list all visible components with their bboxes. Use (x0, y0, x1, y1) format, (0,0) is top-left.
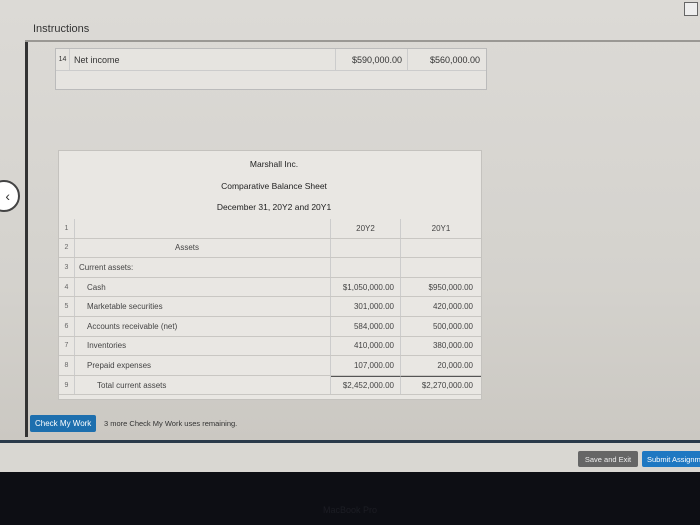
row-number: 2 (59, 238, 75, 258)
net-income-label: Net income (70, 49, 336, 70)
row-number: 14 (56, 49, 70, 70)
laptop-brand-logo: MacBook Pro (322, 505, 378, 515)
check-my-work-button[interactable]: Check My Work (30, 415, 97, 432)
value-20y1 (401, 239, 481, 258)
value-20y1: $950,000.00 (428, 282, 474, 292)
back-chevron-icon[interactable]: ‹ (0, 180, 20, 212)
row-label (75, 219, 331, 238)
company-name: Marshall Inc. (249, 159, 299, 169)
window-icon[interactable] (684, 2, 698, 16)
table-row: 7 Inventories 410,000.00 380,000.00 (59, 336, 481, 357)
row-number: 5 (59, 297, 75, 316)
statement-title: Comparative Balance Sheet (221, 181, 327, 191)
value-20y2: $1,050,000.00 (331, 277, 401, 297)
row-label: Marketable securities (75, 297, 331, 316)
balance-sheet-table: 1 20Y2 20Y1 2 Assets 3 Current assets: 4 … (59, 219, 481, 396)
value-20y2 (331, 238, 401, 258)
value-20y1: 20Y1 (431, 223, 451, 233)
balance-sheet-panel: Marshall Inc. Comparative Balance Sheet … (58, 150, 482, 400)
row-number: 7 (59, 336, 75, 356)
row-number: 1 (59, 219, 75, 238)
value-20y1 (401, 258, 481, 277)
row-number: 4 (59, 277, 75, 297)
row-number: 9 (59, 375, 75, 395)
bottom-bar: Save and Exit Submit Assignment (0, 440, 700, 472)
table-row: 8 Prepaid expenses 107,000.00 20,000.00 (59, 356, 481, 376)
row-label: Current assets: (75, 258, 331, 277)
submit-assignment-button[interactable]: Submit Assignment (642, 451, 700, 467)
table-row: 4 Cash $1,050,000.00 $950,000.00 (59, 277, 481, 298)
value-20y2: $2,452,000.00 (331, 375, 401, 395)
value-20y2: 20Y2 (331, 219, 401, 238)
value-20y2 (331, 258, 401, 277)
value-20y2: 107,000.00 (331, 356, 401, 375)
row-label: Cash (75, 277, 331, 297)
row-number: 8 (59, 356, 75, 375)
net-income-20y1: $560,000.00 (429, 54, 480, 65)
income-statement-row: 14 Net income $590,000.00 $560,000.00 (55, 48, 487, 90)
value-20y2: 301,000.00 (331, 297, 401, 316)
row-label: Prepaid expenses (75, 356, 331, 375)
value-20y2: 584,000.00 (331, 316, 401, 336)
remaining-uses-text: 3 more Check My Work uses remaining. (104, 419, 238, 428)
row-label: Accounts receivable (net) (75, 316, 331, 336)
row-label: Assets (75, 238, 331, 258)
value-20y1: 380,000.00 (432, 341, 473, 351)
table-row: 6 Accounts receivable (net) 584,000.00 5… (59, 316, 481, 337)
value-20y1: 500,000.00 (432, 321, 473, 331)
row-number: 6 (59, 316, 75, 336)
table-row: 5 Marketable securities 301,000.00 420,0… (59, 297, 481, 317)
value-20y1: 420,000.00 (432, 302, 473, 312)
value-20y2: 410,000.00 (331, 336, 401, 356)
instructions-tab[interactable]: Instructions (33, 23, 90, 35)
table-row: 3 Current assets: (59, 258, 481, 278)
row-number: 3 (59, 258, 75, 277)
top-bar: Instructions (25, 0, 700, 42)
value-20y1: $2,270,000.00 (401, 375, 481, 395)
content-border (25, 42, 28, 437)
statement-date: December 31, 20Y2 and 20Y1 (216, 202, 332, 212)
table-row: 1 20Y2 20Y1 (59, 219, 481, 239)
value-20y1: 20,000.00 (437, 360, 473, 370)
net-income-20y2: $590,000.00 (336, 49, 408, 70)
row-label: Inventories (75, 336, 331, 356)
screen: Instructions ‹ 14 Net income $590,000.00… (0, 0, 700, 472)
save-and-exit-button[interactable]: Save and Exit (578, 451, 638, 467)
row-label: Total current assets (75, 375, 331, 395)
laptop-bezel (0, 472, 700, 525)
table-row: 2 Assets (59, 238, 481, 259)
table-row: 9 Total current assets $2,452,000.00 $2,… (59, 375, 481, 396)
